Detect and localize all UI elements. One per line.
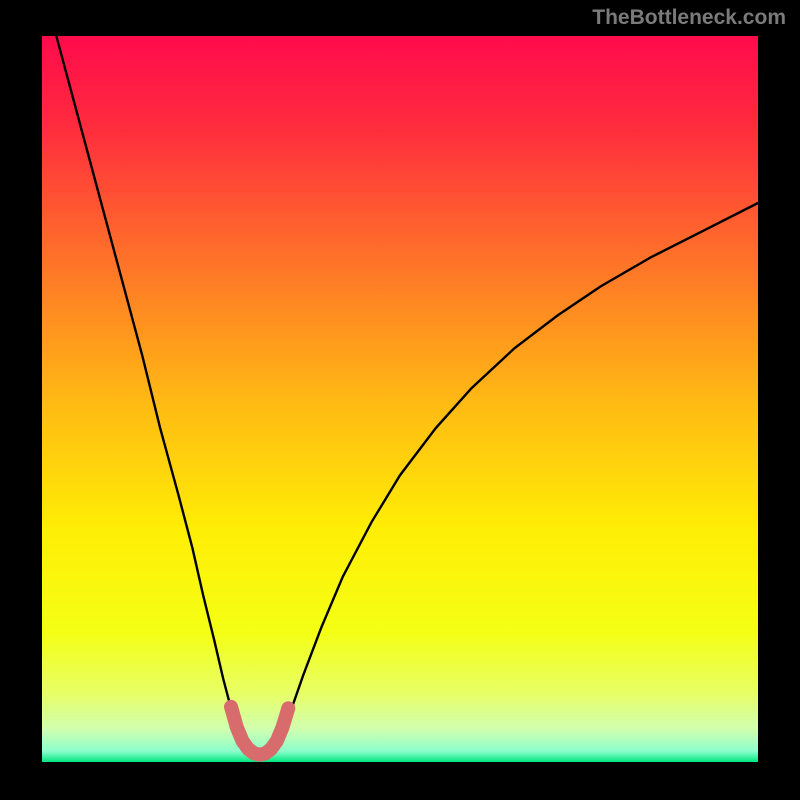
gradient-background bbox=[42, 36, 758, 762]
plot-area bbox=[42, 36, 758, 762]
chart-svg bbox=[42, 36, 758, 762]
watermark-text: TheBottleneck.com bbox=[592, 6, 786, 30]
chart-frame: TheBottleneck.com bbox=[0, 0, 800, 800]
